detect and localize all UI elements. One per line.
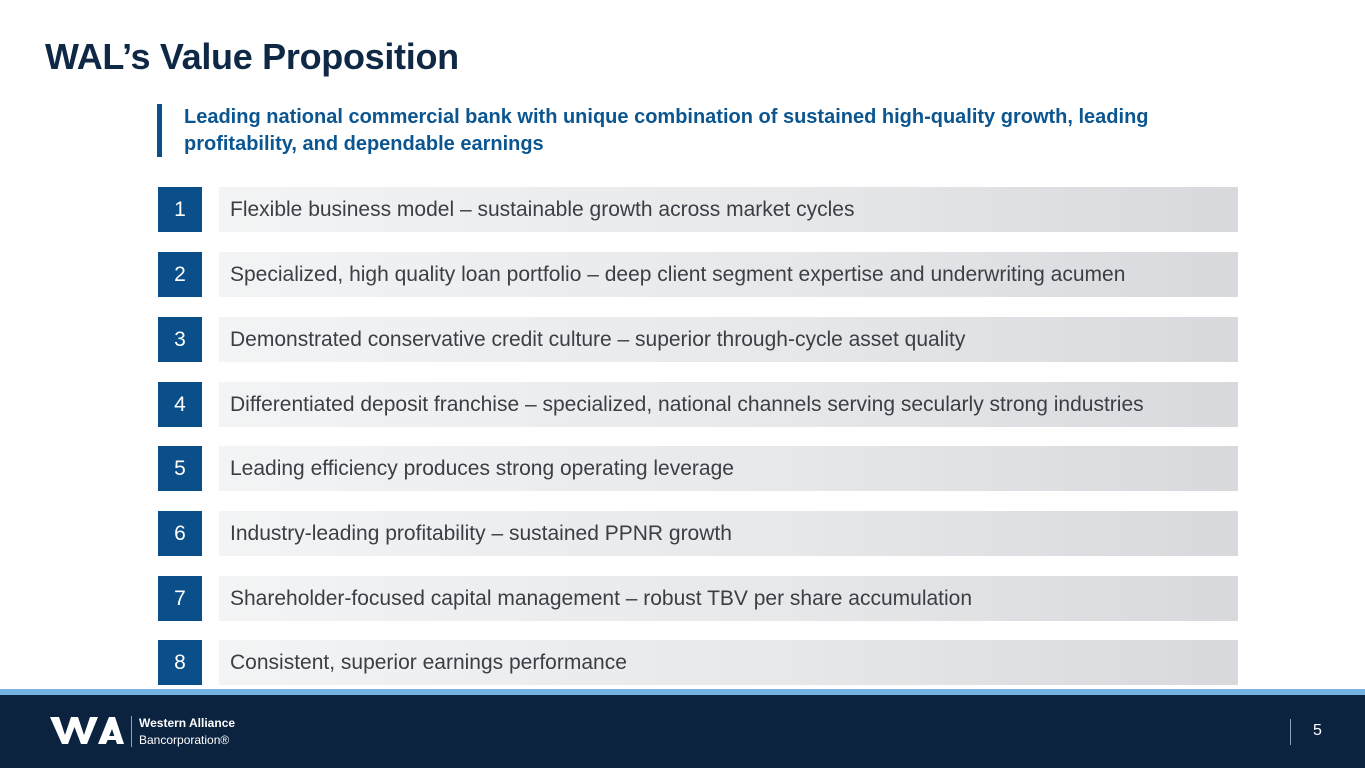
- page-number: 5: [1313, 722, 1322, 739]
- value-item-7: 7 Shareholder-focused capital management…: [158, 576, 1238, 621]
- item-bar: Industry-leading profitability – sustain…: [219, 511, 1238, 556]
- company-name: Western Alliance: [139, 716, 236, 730]
- company-suffix: Bancorporation®: [139, 733, 230, 747]
- slide-subtitle: Leading national commercial bank with un…: [184, 106, 1149, 155]
- item-bar: Demonstrated conservative credit culture…: [219, 317, 1238, 362]
- subtitle-accent-bar: [157, 104, 162, 157]
- page-number-divider: [1290, 719, 1291, 745]
- value-item-8: 8 Consistent, superior earnings performa…: [158, 640, 1238, 685]
- logo-divider: [131, 716, 132, 747]
- item-bar: Specialized, high quality loan portfolio…: [219, 252, 1238, 297]
- slide-title: WAL’s Value Proposition: [45, 36, 459, 77]
- item-number: 2: [158, 252, 202, 297]
- item-number: 8: [158, 640, 202, 685]
- item-text: Shareholder-focused capital management –…: [230, 587, 973, 610]
- item-bar: Flexible business model – sustainable gr…: [219, 187, 1238, 232]
- item-number: 6: [158, 511, 202, 556]
- item-number: 7: [158, 576, 202, 621]
- item-bar: Shareholder-focused capital management –…: [219, 576, 1238, 621]
- value-item-3: 3 Demonstrated conservative credit cultu…: [158, 317, 1238, 362]
- item-number: 5: [158, 446, 202, 491]
- item-bar: Leading efficiency produces strong opera…: [219, 446, 1238, 491]
- wa-logo-icon: [50, 717, 124, 744]
- item-text: Differentiated deposit franchise – speci…: [230, 393, 1144, 416]
- footer: Western Alliance Bancorporation® 5: [0, 695, 1365, 768]
- value-item-6: 6 Industry-leading profitability – susta…: [158, 511, 1238, 556]
- item-text: Consistent, superior earnings performanc…: [230, 651, 627, 674]
- item-text: Specialized, high quality loan portfolio…: [230, 263, 1126, 286]
- item-text: Demonstrated conservative credit culture…: [230, 328, 966, 351]
- value-item-4: 4 Differentiated deposit franchise – spe…: [158, 382, 1238, 427]
- item-number: 4: [158, 382, 202, 427]
- footer-accent-stripe: [0, 689, 1365, 695]
- item-bar: Differentiated deposit franchise – speci…: [219, 382, 1238, 427]
- item-number: 3: [158, 317, 202, 362]
- value-item-1: 1 Flexible business model – sustainable …: [158, 187, 1238, 232]
- item-text: Leading efficiency produces strong opera…: [230, 457, 734, 480]
- value-item-5: 5 Leading efficiency produces strong ope…: [158, 446, 1238, 491]
- item-number: 1: [158, 187, 202, 232]
- value-item-2: 2 Specialized, high quality loan portfol…: [158, 252, 1238, 297]
- item-bar: Consistent, superior earnings performanc…: [219, 640, 1238, 685]
- item-text: Industry-leading profitability – sustain…: [230, 522, 732, 545]
- item-text: Flexible business model – sustainable gr…: [230, 198, 855, 221]
